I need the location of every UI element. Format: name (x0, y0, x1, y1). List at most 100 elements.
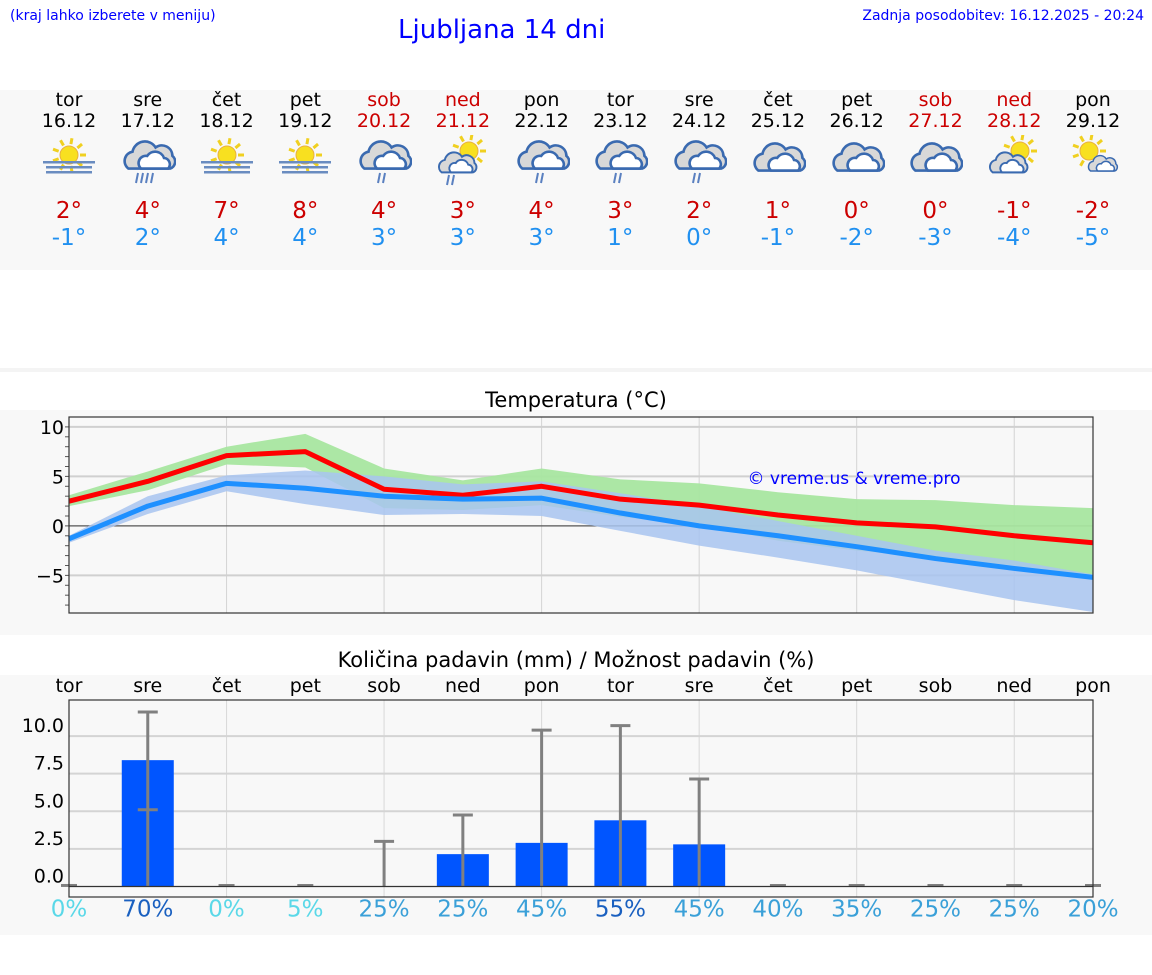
y-tick-label: 7.5 (34, 753, 64, 775)
day-date: 28.12 (987, 110, 1042, 132)
day-column: sob 27.12 0° -3° (896, 90, 974, 252)
temp-high: 4° (371, 198, 398, 224)
watermark: © vreme.us & vreme.pro (747, 469, 960, 489)
max-temp-line (68, 449, 1094, 546)
day-column: pet 19.12 8° 4° (266, 90, 344, 252)
day-date: 20.12 (356, 110, 412, 132)
temp-low: -1° (760, 225, 796, 251)
temperature-chart-title: Temperatura (°C) (485, 388, 667, 412)
temp-high: 1° (764, 198, 791, 224)
temp-low: 4° (213, 225, 240, 251)
precip-probability: 25% (359, 896, 410, 922)
precip-probability: 20% (1067, 896, 1118, 922)
day-name: pet (289, 89, 321, 111)
x-category-label: sob (367, 675, 401, 697)
day-date: 21.12 (435, 110, 491, 132)
day-date: 27.12 (908, 110, 963, 132)
precip-probability: 45% (674, 896, 725, 922)
x-category-label: pon (1075, 675, 1111, 697)
day-name: sre (684, 89, 714, 111)
fog-sun-icon (266, 132, 344, 190)
day-name: ned (996, 89, 1033, 111)
precip-probability: 0% (208, 896, 245, 922)
range-band (69, 470, 1094, 613)
cloudy-icon (818, 132, 896, 190)
page-title: Ljubljana 14 dni (398, 15, 606, 45)
daily-forecast-strip (0, 90, 1152, 270)
day-name: pon (523, 89, 560, 111)
fog-sun-icon (188, 132, 266, 190)
temp-high: 8° (292, 198, 319, 224)
heavy-rain-cloud-icon (109, 132, 187, 190)
cloudy-icon (896, 132, 974, 190)
day-name: sob (918, 89, 953, 111)
day-column: pet 26.12 0° -2° (818, 90, 896, 252)
x-category-label: tor (56, 675, 83, 697)
precip-probability: 40% (752, 896, 803, 922)
precipitation-chart-title: Količina padavin (mm) / Možnost padavin … (337, 648, 815, 672)
x-category-label: pet (290, 675, 321, 697)
temp-high: 7° (213, 198, 240, 224)
day-column: sre 17.12 4° 2° (109, 90, 187, 252)
day-date: 26.12 (829, 110, 884, 132)
day-name: pon (1075, 89, 1111, 111)
precip-probability: 25% (910, 896, 961, 922)
precip-probability: 45% (516, 896, 567, 922)
day-name: tor (55, 89, 83, 111)
cloudy-icon (739, 132, 817, 190)
sun-cloud-icon (975, 132, 1053, 190)
day-name: ned (444, 89, 481, 111)
y-tick-label: 10.0 (22, 715, 64, 737)
plot-frame (68, 699, 1094, 898)
precip-probability: 70% (122, 896, 173, 922)
day-column: tor 23.12 3° 1° (581, 90, 659, 252)
temp-low: -4° (997, 225, 1032, 251)
day-column: čet 25.12 1° -1° (739, 90, 817, 252)
day-date: 18.12 (199, 110, 254, 132)
day-column: pon 29.12 -2° -5° (1054, 90, 1132, 252)
day-column: sre 24.12 2° 0° (660, 90, 738, 252)
day-date: 17.12 (120, 110, 175, 132)
day-date: 16.12 (41, 110, 97, 132)
y-tick-label: −5 (36, 565, 64, 587)
temp-high: -2° (1075, 198, 1111, 224)
temp-low: -3° (918, 225, 953, 251)
sun-cloud-rain-icon (424, 132, 502, 190)
temp-high: 3° (607, 198, 634, 224)
day-date: 24.12 (671, 110, 727, 132)
x-category-label: čet (763, 675, 793, 697)
temp-low: 4° (292, 225, 319, 251)
day-column: tor 16.12 2° -1° (30, 90, 108, 252)
precipitation-panel (0, 675, 1152, 935)
rain-cloud-icon (345, 132, 423, 190)
last-updated: Zadnja posodobitev: 16.12.2025 - 20:24 (862, 8, 1144, 24)
min-temp-line (68, 480, 1094, 580)
y-tick-label: 0.0 (34, 865, 64, 887)
precip-probability: 0% (51, 896, 88, 922)
rain-cloud-icon (581, 132, 659, 190)
temp-high: -1° (997, 198, 1032, 224)
day-name: pet (841, 89, 873, 111)
menu-hint: (kraj lahko izberete v meniju) (10, 8, 216, 24)
temp-low: 2° (134, 225, 161, 251)
day-column: ned 28.12 -1° -4° (975, 90, 1053, 252)
day-date: 19.12 (278, 110, 333, 132)
x-category-label: pon (524, 675, 560, 697)
day-column: ned 21.12 3° 3° (424, 90, 502, 252)
day-column: sob 20.12 4° 3° (345, 90, 423, 252)
day-name: sob (367, 89, 401, 111)
y-tick-label: 5.0 (34, 790, 64, 812)
sun-small-cloud-icon (1054, 132, 1132, 190)
temperature-chart: 10 5 0 −5 © vreme.us & vreme.pro (36, 416, 1094, 614)
precip-probability: 55% (595, 896, 646, 922)
temp-low: 3° (449, 225, 476, 251)
temp-low: 0° (686, 225, 713, 251)
y-tick-label: 2.5 (34, 828, 64, 850)
day-date: 29.12 (1065, 110, 1121, 132)
temp-low: 1° (607, 225, 634, 251)
day-name: čet (763, 89, 793, 111)
x-category-label: sre (133, 675, 162, 697)
precip-probability: 25% (437, 896, 488, 922)
fog-sun-icon (30, 132, 108, 190)
temp-high: 4° (528, 198, 555, 224)
